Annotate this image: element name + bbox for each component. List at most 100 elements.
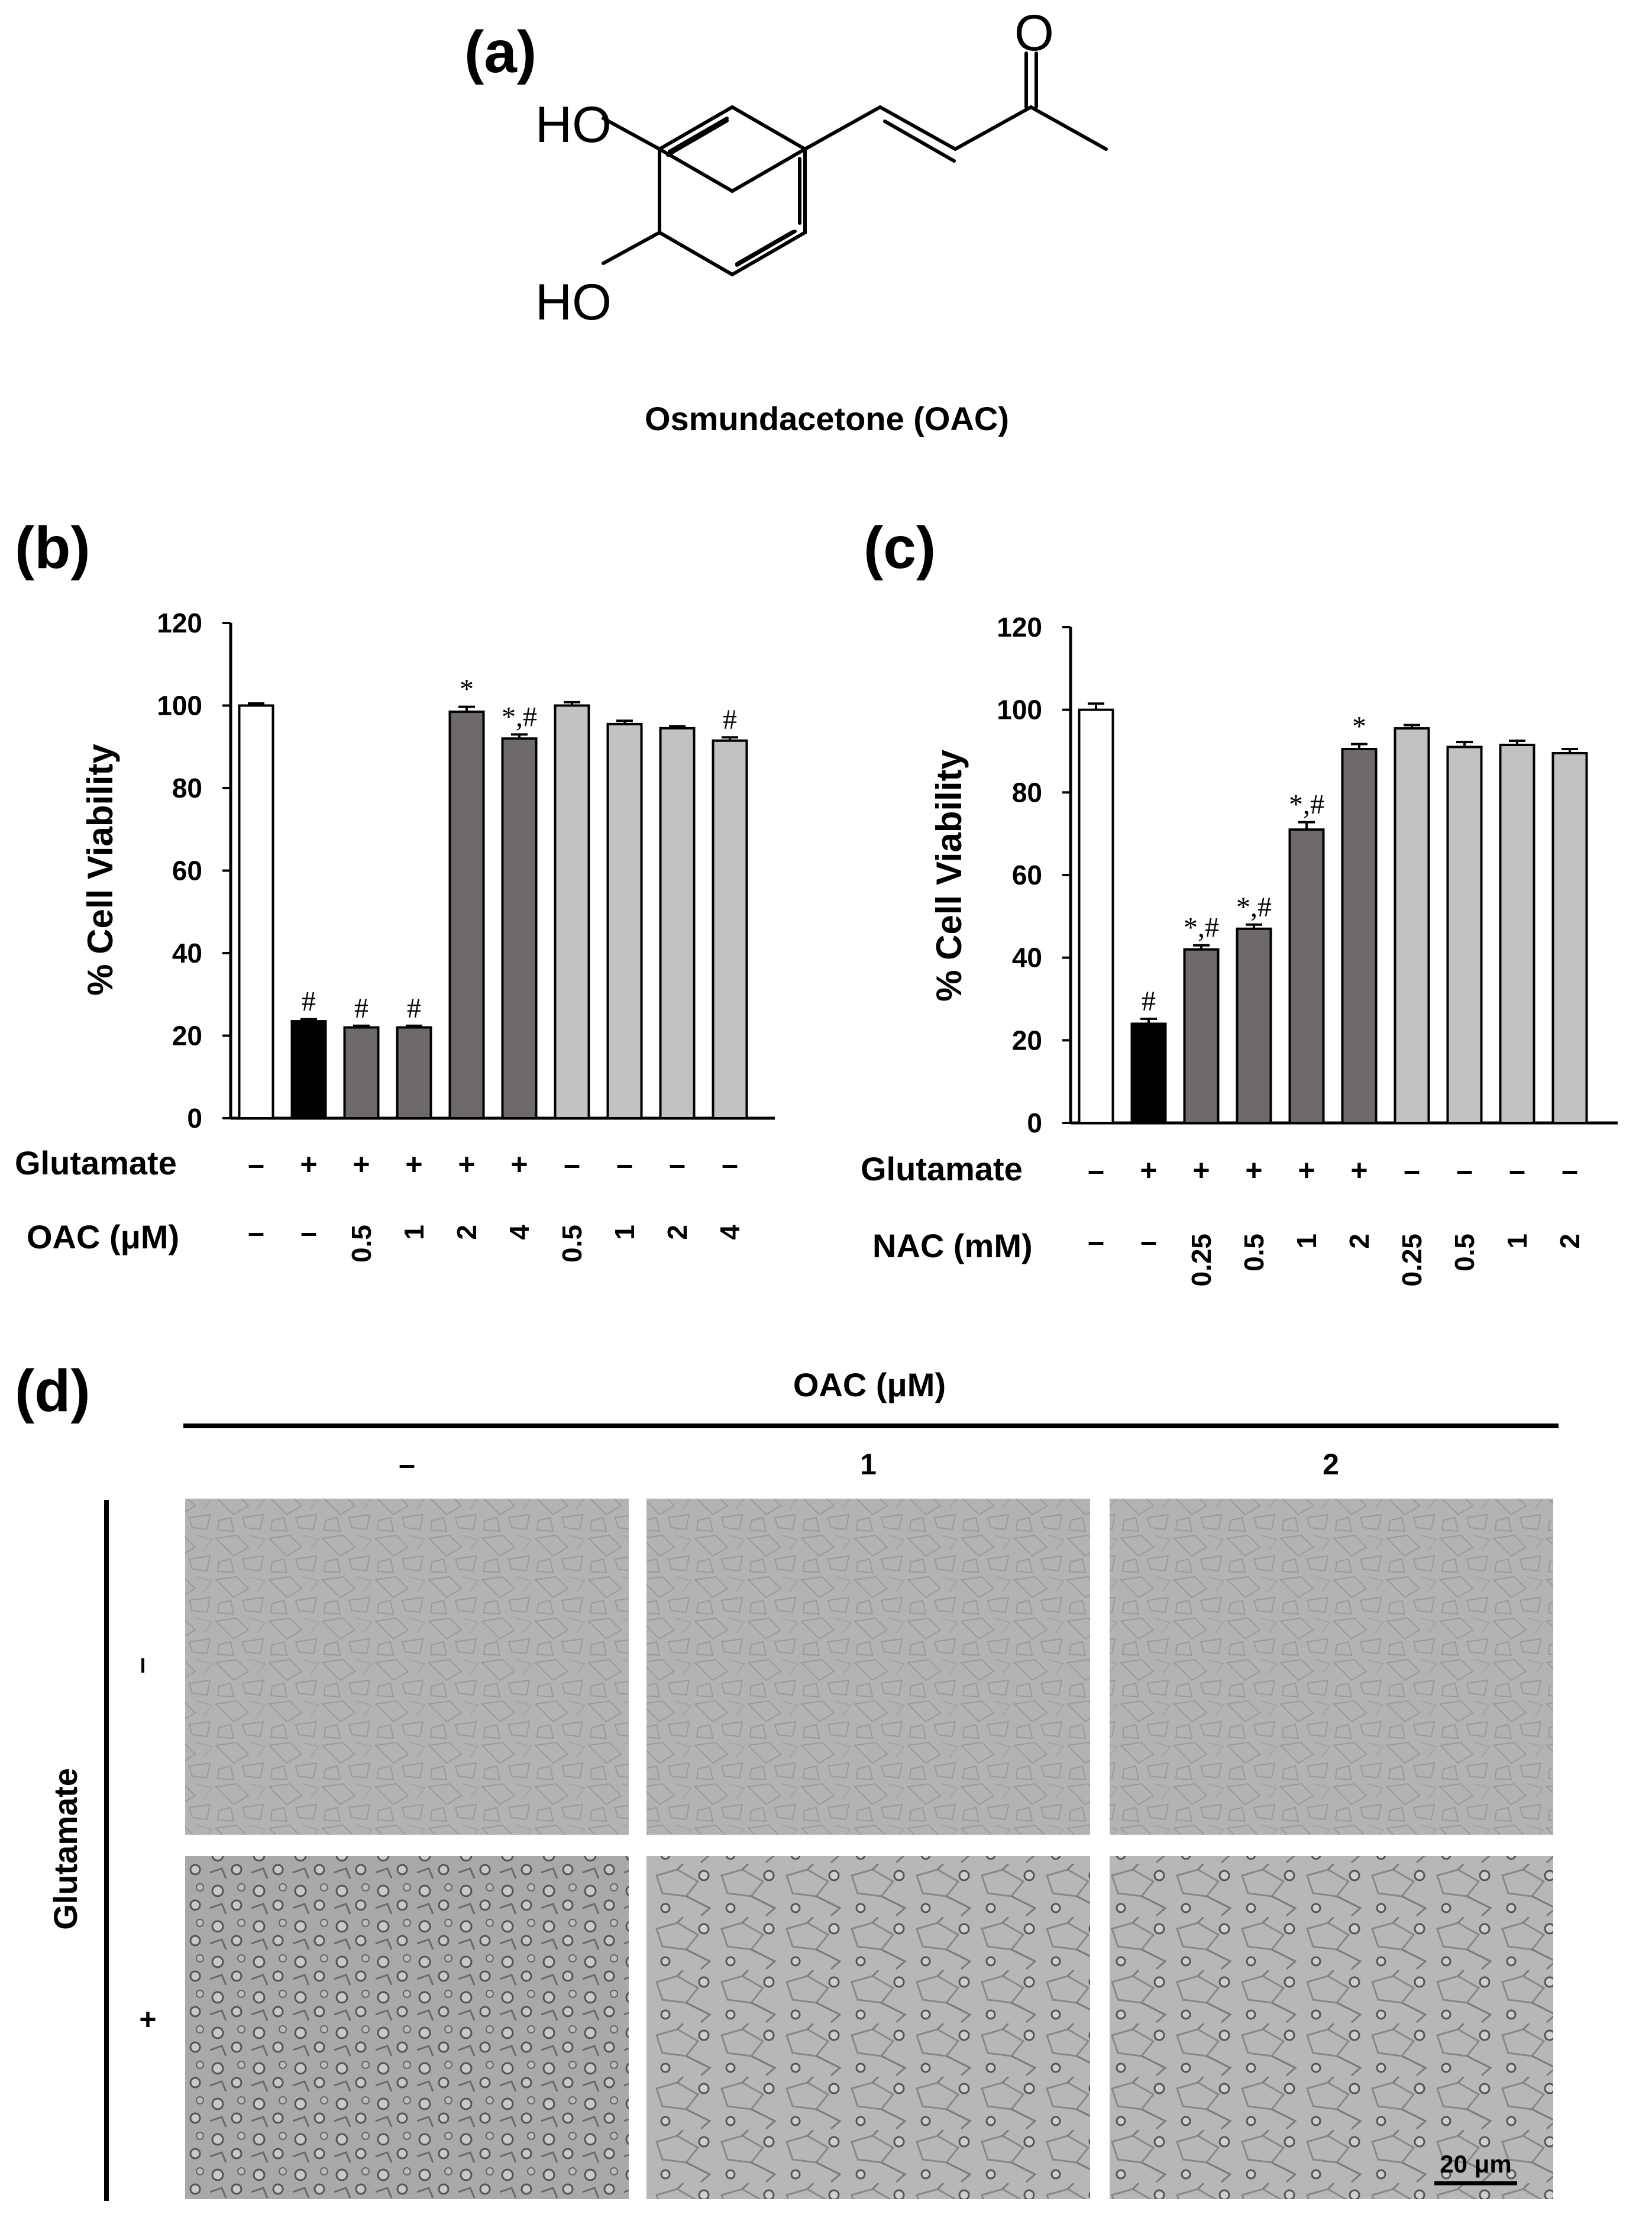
treatment-value: 0.5 (1239, 1234, 1269, 1271)
treatment-value: 0.5 (1449, 1234, 1480, 1271)
y-tick-label: 60 (1012, 860, 1042, 890)
y-tick-label: 120 (997, 612, 1042, 643)
micrograph-ctrl-oac2 (1110, 1499, 1553, 1835)
y-tick-label: 100 (997, 695, 1042, 725)
row-label-glutamate: Glutamate (15, 1144, 177, 1182)
glutamate-value: – (1562, 1154, 1578, 1187)
y-tick-label: 100 (157, 690, 202, 721)
significance-label: # (407, 993, 421, 1024)
glutamate-value: – (248, 1148, 264, 1181)
treatment-value: 2 (1554, 1234, 1585, 1249)
y-tick-label: 0 (187, 1103, 202, 1134)
bar (659, 727, 696, 1120)
treatment-value: 0.25 (1396, 1234, 1427, 1287)
treatment-value: 0.5 (557, 1225, 587, 1263)
y-tick-label: 40 (1012, 942, 1042, 973)
panel-label-d: (d) (15, 1358, 90, 1424)
glutamate-value: + (1192, 1154, 1210, 1187)
treatment-value: 1 (399, 1225, 429, 1240)
row-label-treatment: NAC (mM) (872, 1227, 1033, 1264)
bar (1394, 727, 1430, 1124)
glutamate-value: + (300, 1148, 317, 1181)
treatment-value: – (1140, 1225, 1157, 1258)
y-axis-label: % Cell Viability (929, 750, 969, 1002)
y-tick-label: 20 (172, 1021, 202, 1051)
bar (1446, 745, 1483, 1125)
treatment-value: 0.25 (1186, 1234, 1217, 1287)
bar (238, 704, 274, 1119)
glutamate-value: + (353, 1148, 370, 1181)
bar (1236, 927, 1272, 1124)
treatment-value: 0.5 (346, 1225, 377, 1263)
bar (1183, 948, 1220, 1124)
column-label-1: 1 (860, 1448, 877, 1481)
chart-c: % Cell Viability 0 20 40 60 80 100 120 Glutamate… (861, 612, 1618, 1287)
bar (606, 722, 643, 1119)
treatment-value: 1 (1502, 1234, 1533, 1249)
glutamate-value: + (1245, 1154, 1262, 1187)
column-label-0: – (399, 1448, 415, 1481)
micrograph-header: OAC (μM) (793, 1366, 946, 1403)
glutamate-value: + (1140, 1154, 1157, 1187)
significance-label: * (460, 674, 474, 705)
significance-label: *,# (1236, 892, 1272, 923)
significance-label: # (354, 993, 368, 1024)
bar (1551, 751, 1588, 1125)
bar (1499, 744, 1535, 1124)
y-tick-label: 120 (157, 608, 202, 638)
bar (1341, 748, 1378, 1124)
column-label-2: 2 (1323, 1448, 1339, 1481)
scale-bar-label: 20 μm (1440, 2150, 1511, 2178)
row-axis-label: Glutamate (47, 1768, 84, 1930)
treatment-value: 2 (1344, 1234, 1375, 1249)
y-tick-label: 60 (172, 856, 202, 886)
treatment-value: 2 (662, 1225, 693, 1240)
micrograph-ctrl-oac1 (646, 1499, 1090, 1835)
glutamate-value: – (1456, 1154, 1473, 1187)
treatment-value: 4 (504, 1225, 535, 1240)
chart-b: % Cell Viability 0 20 40 60 80 100 120 Glutamate… (15, 608, 775, 1263)
glutamate-value: + (1350, 1154, 1367, 1187)
micrograph-glut-oac2 (1110, 1856, 1553, 2199)
osmundacetone-structure (602, 51, 1108, 277)
molecule-name: Osmundacetone (OAC) (645, 400, 1009, 437)
micrograph-ctrl-none (185, 1499, 629, 1835)
micrograph-glut-oac1 (646, 1856, 1090, 2199)
glutamate-value: – (1088, 1154, 1104, 1187)
panel-label-c: (c) (864, 515, 936, 581)
glutamate-value: – (616, 1148, 633, 1181)
bar (554, 704, 590, 1119)
panel-label-a: (a) (464, 19, 536, 85)
glutamate-value: – (1404, 1154, 1420, 1187)
bar (1130, 1022, 1167, 1125)
glutamate-value: – (564, 1148, 580, 1181)
treatment-value: 2 (451, 1225, 482, 1240)
treatment-value: 1 (609, 1225, 640, 1240)
bar (396, 1026, 432, 1120)
bar (290, 1020, 327, 1120)
significance-label: # (302, 986, 316, 1018)
y-tick-label: 80 (172, 773, 202, 803)
glutamate-value: + (405, 1148, 422, 1181)
bar (343, 1026, 380, 1120)
treatment-value: – (248, 1216, 264, 1249)
significance-label: # (723, 704, 737, 735)
hydroxyl-top-label: HO (535, 96, 612, 153)
row-label-treatment: OAC (μM) (27, 1218, 179, 1255)
panel-label-b: (b) (15, 515, 90, 581)
carbonyl-oxygen-label: O (1014, 5, 1054, 62)
y-tick-label: 40 (172, 938, 202, 969)
glutamate-value: – (722, 1148, 738, 1181)
glutamate-value: + (458, 1148, 475, 1181)
y-tick-label: 20 (1012, 1025, 1042, 1055)
hydroxyl-bottom-label: HO (535, 274, 612, 331)
treatment-value: 1 (1291, 1234, 1322, 1249)
bar (448, 710, 485, 1119)
glutamate-value: – (1509, 1154, 1525, 1187)
bar (1078, 708, 1114, 1124)
y-tick-label: 0 (1027, 1108, 1042, 1138)
row-label-0: – (124, 1657, 157, 1674)
significance-label: # (1142, 986, 1156, 1017)
bar (501, 737, 538, 1120)
